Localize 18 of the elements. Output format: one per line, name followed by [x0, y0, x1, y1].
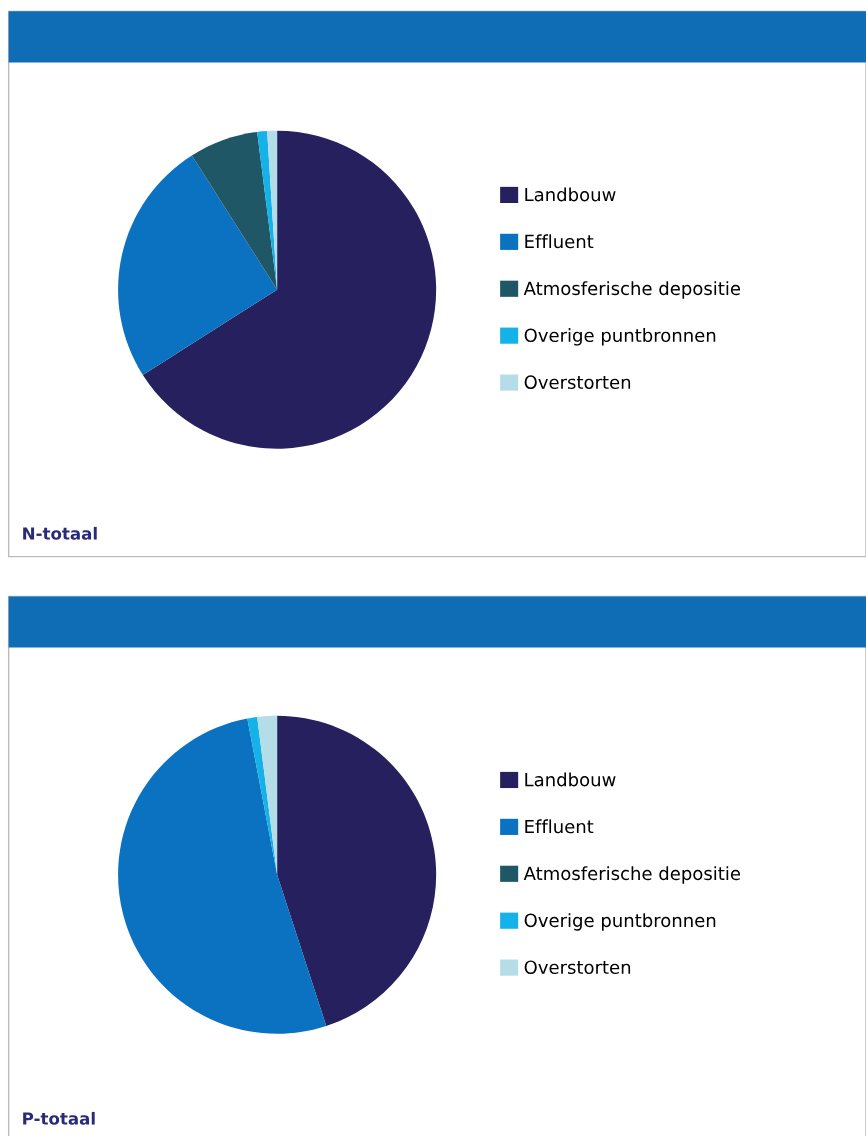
pie-slice: [118, 718, 327, 1034]
pie-slice: [247, 716, 278, 875]
legend-label: Effluent: [525, 234, 594, 249]
legend-label: Atmosferische depositie: [523, 281, 741, 299]
legend-label: Overstorten: [524, 960, 631, 975]
pie-slice: [118, 155, 278, 375]
legend-label: Atmosferische depositie: [523, 866, 741, 884]
legend-label: Overstorten: [524, 375, 631, 390]
legend-label: Effluent: [525, 819, 594, 834]
legend-label: Overige puntbronnen: [524, 913, 716, 931]
legend-label: Landbouw: [525, 772, 616, 787]
pie-slice: [277, 715, 437, 1026]
pie-slice: [142, 130, 437, 449]
pie-slice: [191, 131, 278, 290]
legend-label: Overige puntbronnen: [524, 328, 716, 346]
text: N-totaal: [23, 526, 97, 540]
legend-label: Landbouw: [525, 187, 616, 202]
text: P-totaal: [23, 1111, 95, 1125]
